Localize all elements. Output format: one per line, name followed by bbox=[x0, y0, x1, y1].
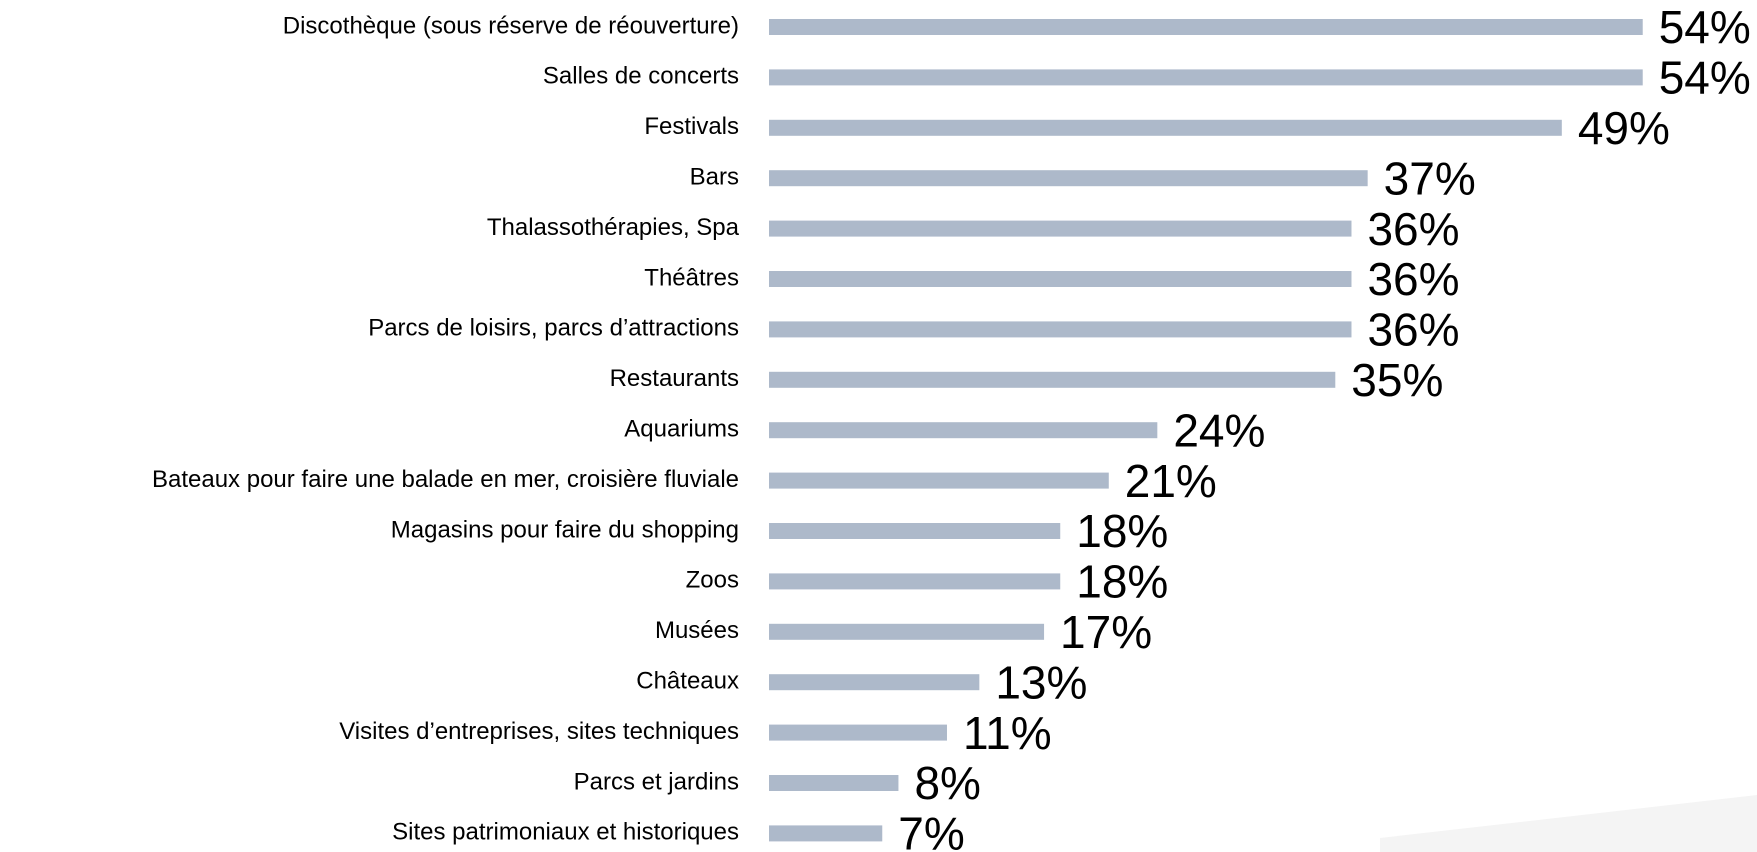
category-label: Visites d’entreprises, sites techniques bbox=[339, 718, 739, 745]
value-label: 49% bbox=[1578, 102, 1670, 154]
bar bbox=[769, 472, 1109, 489]
value-label: 11% bbox=[963, 707, 1052, 759]
value-label: 18% bbox=[1076, 556, 1168, 608]
bar bbox=[769, 321, 1352, 338]
value-label: 37% bbox=[1384, 152, 1476, 204]
category-label: Châteaux bbox=[636, 668, 739, 695]
value-label: 24% bbox=[1173, 404, 1265, 456]
bar bbox=[769, 119, 1562, 136]
decor-shape bbox=[1380, 795, 1757, 852]
bar bbox=[769, 170, 1368, 187]
bar bbox=[769, 573, 1061, 590]
category-label: Théâtres bbox=[644, 264, 739, 291]
bar bbox=[769, 422, 1158, 439]
bar bbox=[769, 69, 1643, 86]
bar bbox=[769, 523, 1061, 539]
category-label: Discothèque (sous réserve de réouverture… bbox=[283, 12, 739, 39]
value-label: 54% bbox=[1659, 1, 1751, 53]
category-label: Zoos bbox=[686, 567, 739, 594]
category-label: Festivals bbox=[644, 113, 739, 140]
value-label: 36% bbox=[1367, 304, 1459, 356]
value-label: 36% bbox=[1367, 203, 1459, 255]
category-label: Aquariums bbox=[624, 416, 739, 443]
bar bbox=[769, 825, 883, 842]
value-label: 13% bbox=[995, 656, 1087, 708]
value-label: 18% bbox=[1076, 505, 1168, 557]
category-label: Parcs et jardins bbox=[574, 768, 739, 795]
category-label: Bars bbox=[690, 164, 739, 191]
bar bbox=[769, 724, 947, 741]
bar bbox=[769, 371, 1336, 388]
bar bbox=[769, 220, 1352, 237]
value-label: 36% bbox=[1367, 253, 1459, 305]
category-label: Thalassothérapies, Spa bbox=[487, 214, 740, 241]
category-label: Restaurants bbox=[610, 365, 739, 392]
category-label: Sites patrimoniaux et historiques bbox=[392, 819, 739, 846]
category-label: Magasins pour faire du shopping bbox=[391, 516, 739, 543]
value-label: 7% bbox=[898, 808, 964, 852]
category-label: Bateaux pour faire une balade en mer, cr… bbox=[152, 466, 739, 493]
bar bbox=[769, 674, 980, 691]
category-label: Salles de concerts bbox=[543, 63, 739, 90]
value-label: 8% bbox=[914, 757, 980, 809]
value-label: 21% bbox=[1125, 455, 1217, 507]
bar bbox=[769, 775, 899, 791]
value-label: 54% bbox=[1659, 52, 1751, 104]
bar bbox=[769, 271, 1352, 287]
bar bbox=[769, 623, 1045, 640]
category-label: Musées bbox=[655, 617, 739, 644]
category-label: Parcs de loisirs, parcs d’attractions bbox=[368, 315, 739, 342]
bar bbox=[769, 19, 1643, 35]
value-label: 35% bbox=[1351, 354, 1443, 406]
value-label: 17% bbox=[1060, 606, 1152, 658]
